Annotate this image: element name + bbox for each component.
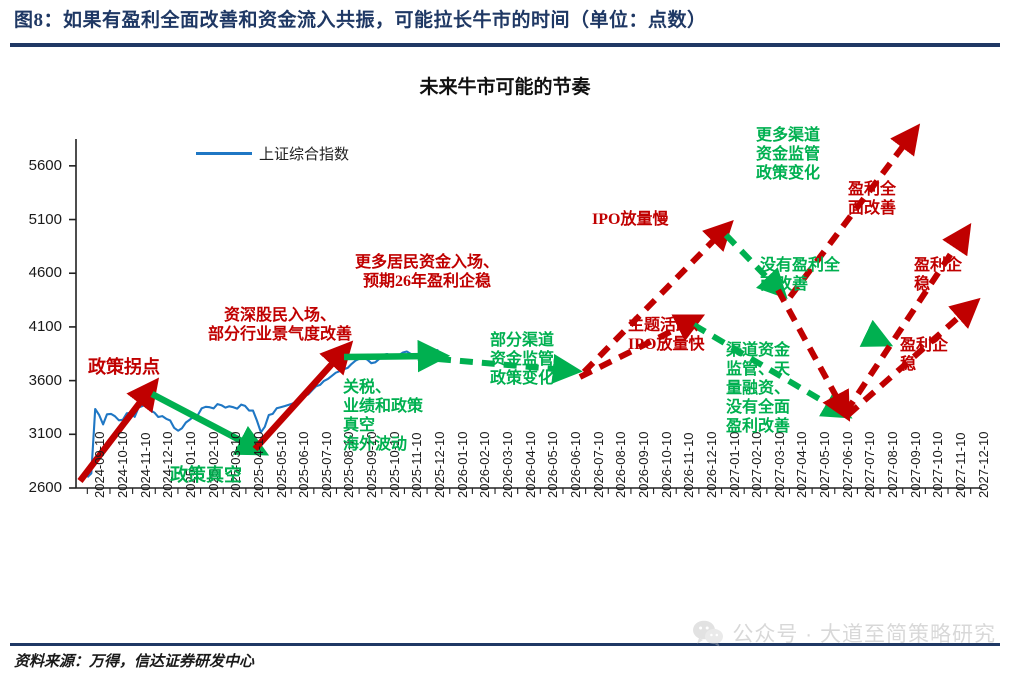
annotation-earnings-full-improve: 盈利全 面改善 <box>848 181 897 217</box>
annotation-tariff-earnings: 关税、 业绩和政策 真空 海外波动 <box>343 379 424 453</box>
legend-swatch-sse-index <box>196 152 252 155</box>
annotation-earnings-stabilize-2: 盈利企 稳 <box>900 337 949 373</box>
annotation-policy-turning-point: 政策拐点 <box>88 357 160 377</box>
x-axis-tick-label: 2027-07-10 <box>862 431 878 499</box>
annotation-partial-channel-regulation: 部分渠道 资金监管 政策变化 <box>490 332 555 387</box>
y-axis-tick-label: 2600 <box>28 479 62 496</box>
x-axis-tick-label: 2027-01-10 <box>726 431 742 499</box>
x-axis-tick-label: 2026-03-10 <box>500 431 516 499</box>
y-axis-tick-label: 5600 <box>28 156 62 174</box>
annotation-earnings-stabilize-1: 盈利企 稳 <box>914 257 963 293</box>
annotation-ipo-slow: IPO放量慢 <box>592 211 669 228</box>
annotation-more-residents-funds: 更多居民资金入场、 预期26年盈利企稳 <box>355 254 500 290</box>
annotation-theme-active-ipo-fast: 主题活跃、 IPO放量快 <box>628 317 709 353</box>
x-axis-tick-label: 2025-06-10 <box>296 431 312 499</box>
arrow-down-4 <box>846 297 981 418</box>
chart-axes <box>69 139 982 494</box>
chart-legend: 上证综合指数 <box>196 143 349 164</box>
x-axis-tick-label: 2027-03-10 <box>771 431 787 499</box>
x-axis-tick-label: 2027-11-10 <box>953 432 969 498</box>
chart-plot <box>69 123 982 494</box>
x-axis-tick-label: 2025-12-10 <box>432 431 448 499</box>
annotation-arrows-dashed <box>437 123 981 422</box>
x-axis-tick-label: 2026-07-10 <box>590 431 606 499</box>
annotation-veteran-investors: 资深股民入场、 部分行业景气度改善 <box>208 307 353 343</box>
arrow-up-7 <box>787 123 921 299</box>
footer-divider <box>10 643 1000 646</box>
arrow-down-2 <box>723 232 788 300</box>
title-divider-top <box>10 43 1000 47</box>
x-axis-tick-label: 2026-05-10 <box>545 431 561 499</box>
figure-title: 图8：如果有盈利全面改善和资金流入共振，可能拉长牛市的时间（单位：点数） <box>14 10 707 31</box>
x-axis-tick-label: 2024-11-10 <box>137 432 153 498</box>
annotation-no-full-earnings-improve: 没有盈利全 面改善 <box>760 257 841 293</box>
x-axis-tick-label: 2026-11-10 <box>681 432 697 498</box>
y-axis-tick-label: 4100 <box>28 317 62 335</box>
watermark: 公众号 · 大道至简策略研究 <box>692 618 996 648</box>
x-axis-tick-label: 2026-08-10 <box>613 431 629 499</box>
arrow-flat-1 <box>343 339 451 373</box>
y-axis-tick-label: 3600 <box>28 371 62 389</box>
x-axis-tick-label: 2026-12-10 <box>703 431 719 499</box>
chart-area: 未来牛市可能的节奏 上证综合指数 <box>0 47 1010 607</box>
annotation-policy-vacuum: 政策真空 <box>170 465 242 485</box>
x-axis-tick-label: 2027-02-10 <box>749 431 765 499</box>
chart-title: 未来牛市可能的节奏 <box>419 77 591 98</box>
x-axis-tick-label: 2025-07-10 <box>318 431 334 499</box>
x-axis-tick-label: 2027-10-10 <box>930 431 946 499</box>
x-axis-tick-label: 2027-08-10 <box>885 431 901 499</box>
x-axis-tick-label: 2026-06-10 <box>567 431 583 499</box>
arrow-up-1 <box>77 377 160 483</box>
arrow-down-3 <box>692 322 853 419</box>
x-axis-tick-label: 2026-02-10 <box>477 431 493 499</box>
legend-label-sse-index: 上证综合指数 <box>259 147 350 163</box>
x-axis-tick-label: 2026-01-10 <box>454 431 470 499</box>
arrow-down-1 <box>150 391 270 456</box>
x-axis-tick-label: 2027-05-10 <box>817 431 833 499</box>
wechat-icon <box>693 620 724 647</box>
x-axis-tick-label: 2027-12-10 <box>975 431 991 499</box>
arrow-up-6 <box>775 288 851 422</box>
source-note: 资料来源：万得，信达证券研发中心 <box>14 654 255 670</box>
x-axis-tick-label: 2025-04-10 <box>250 431 266 499</box>
arrow-up-3 <box>581 220 734 375</box>
annotation-channel-funds-regulation: 渠道资金 监管、天 量融资、 没有全面 盈利改善 <box>726 342 791 435</box>
arrow-up-2 <box>252 340 354 452</box>
x-axis-tick-label: 2027-06-10 <box>839 431 855 499</box>
x-axis-tick-label: 2026-09-10 <box>635 431 651 499</box>
y-axis-tick-label: 5100 <box>28 210 62 228</box>
watermark-text: 公众号 · 大道至简策略研究 <box>732 623 996 646</box>
x-axis-tick-label: 2027-09-10 <box>907 431 923 499</box>
x-axis-tick-label: 2025-05-10 <box>273 431 289 499</box>
x-axis-tick-label: 2024-10-10 <box>114 431 130 499</box>
arrow-up-8 <box>843 222 972 414</box>
x-axis-tick-label: 2024-09-10 <box>92 431 108 499</box>
x-axis-tick-label: 2026-04-10 <box>522 431 538 499</box>
y-axis-tick-label: 4600 <box>28 264 62 282</box>
annotation-more-channel-regulation: 更多渠道 资金监管 政策变化 <box>756 127 821 182</box>
annotation-arrows-solid <box>77 339 451 483</box>
y-axis-tick-label: 3100 <box>28 425 62 443</box>
x-axis-tick-label: 2027-04-10 <box>794 431 810 499</box>
x-axis-tick-label: 2026-10-10 <box>658 431 674 499</box>
